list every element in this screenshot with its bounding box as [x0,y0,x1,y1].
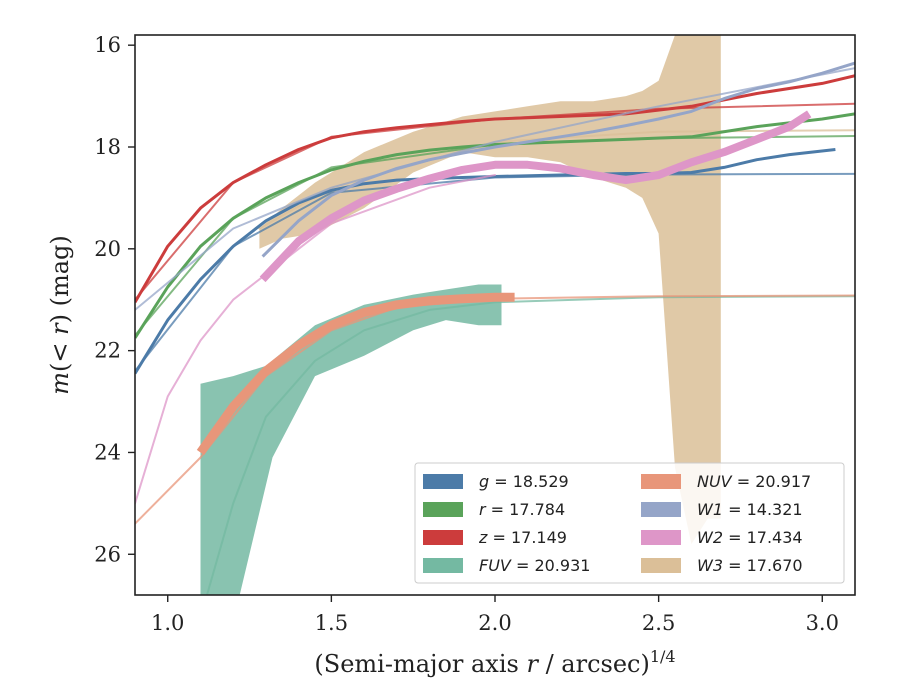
y-axis-label: m(< r) (mag) [46,235,74,395]
legend-label-w1: W1 = 14.321 [697,500,803,519]
x-axis-ticks: 1.0 1.5 2.0 2.5 3.0 [151,595,839,635]
legend-swatch-w2 [641,530,681,545]
y-tick-label: 20 [94,237,121,261]
legend-label-nuv: NUV = 20.917 [697,472,811,491]
legend-value-g: = 18.529 [489,472,569,491]
y-tick-label: 26 [94,542,121,566]
legend-swatch-nuv [641,474,681,489]
y-axis-label-m: m [46,372,74,395]
legend-label-r: r = 17.784 [479,500,565,519]
series-w1-line [261,61,855,258]
x-axis-label-var: r [526,650,539,678]
y-tick-label: 18 [94,135,121,159]
legend-value-nuv: = 20.917 [732,472,812,491]
legend-value-z: = 17.149 [487,528,567,547]
legend-value-fuv: = 20.931 [511,556,591,575]
x-axis-label-prefix: (Semi-major axis [314,650,526,678]
x-tick-label: 3.0 [806,611,839,635]
legend-label-fuv: FUV = 20.931 [479,556,590,575]
series-z-line [135,74,855,304]
series-layer [135,35,855,595]
legend-value-w2: = 17.434 [723,528,803,547]
x-tick-label: 1.0 [151,611,184,635]
legend-swatch-g [423,474,463,489]
series-r-line [135,112,855,339]
x-tick-label: 2.5 [642,611,675,635]
x-tick-label: 2.0 [478,611,511,635]
legend-value-w1: = 14.321 [723,500,803,519]
y-axis-label-r: r [46,322,74,335]
y-tick-label: 24 [94,440,121,464]
legend-frame [414,462,845,584]
y-axis-label-lt: < [46,335,74,363]
y-axis-label-open: ( [46,363,74,372]
legend-swatch-r [423,502,463,517]
series-nuv-line [196,292,515,456]
legend-var-nuv: NUV [697,472,733,491]
y-tick-label: 22 [94,339,121,363]
legend-label-z: z = 17.149 [478,528,567,547]
legend-var-fuv: FUV [479,556,512,575]
legend-label-w2: W2 = 17.434 [697,528,803,547]
legend-var-r: r [479,500,487,519]
legend-swatch-w1 [641,502,681,517]
x-axis-label: (Semi-major axis r / arcsec)1/4 [314,647,675,678]
legend-label-g: g = 18.529 [479,472,569,491]
x-axis-label-suffix: / arcsec) [538,650,650,678]
y-axis-ticks: 16 18 20 22 24 26 [94,33,135,566]
x-tick-label: 1.5 [315,611,348,635]
series-w2-line [259,110,812,283]
legend-var-w3: W3 [697,556,723,575]
legend-var-z: z [478,528,488,547]
series-fuv-model [206,295,855,595]
legend-swatch-z [423,530,463,545]
legend-label-w3: W3 = 17.670 [697,556,803,575]
legend-var-w2: W2 [697,528,723,547]
legend-value-r: = 17.784 [486,500,566,519]
legend-value-w3: = 17.670 [723,556,803,575]
y-tick-label: 16 [94,33,121,57]
legend-swatch-fuv [423,558,463,573]
series-w2-model [135,174,496,505]
legend-var-g: g [479,472,489,491]
x-axis-label-exponent: 1/4 [650,647,676,666]
legend-swatch-w3 [641,558,681,573]
y-axis-label-close: ) (mag) [46,235,74,323]
legend-var-w1: W1 [697,500,723,519]
series-z-model [135,102,855,301]
